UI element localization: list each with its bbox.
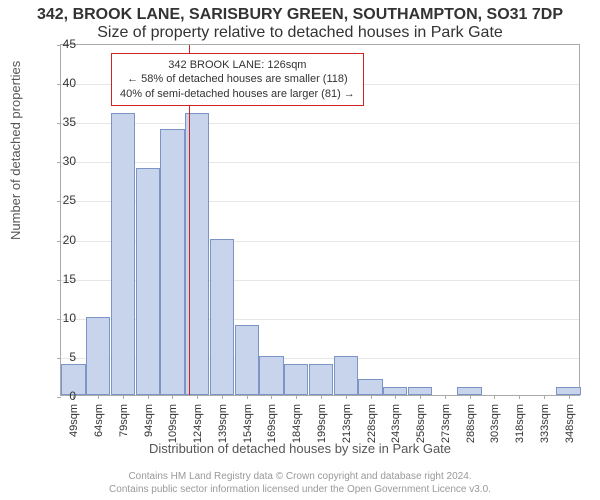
y-tick-label: 0 bbox=[46, 389, 76, 403]
x-tick-label: 79sqm bbox=[118, 404, 130, 437]
histogram-bar bbox=[210, 239, 234, 395]
x-tick-mark bbox=[172, 395, 173, 399]
x-tick-mark bbox=[98, 395, 99, 399]
x-tick-mark bbox=[197, 395, 198, 399]
gridline bbox=[61, 162, 579, 163]
y-tick-label: 35 bbox=[46, 115, 76, 129]
x-tick-mark bbox=[271, 395, 272, 399]
histogram-bar bbox=[457, 387, 481, 395]
footer-line-2: Contains public sector information licen… bbox=[0, 483, 600, 496]
histogram-bar bbox=[284, 364, 308, 395]
x-tick-label: 139sqm bbox=[217, 404, 229, 443]
chart-title: 342, BROOK LANE, SARISBURY GREEN, SOUTHA… bbox=[0, 6, 600, 24]
x-tick-mark bbox=[371, 395, 372, 399]
x-tick-label: 109sqm bbox=[167, 404, 179, 443]
histogram-bar bbox=[259, 356, 283, 395]
x-tick-label: 154sqm bbox=[242, 404, 254, 443]
x-axis-label: Distribution of detached houses by size … bbox=[0, 441, 600, 456]
x-tick-mark bbox=[222, 395, 223, 399]
x-tick-label: 64sqm bbox=[93, 404, 105, 437]
x-tick-mark bbox=[247, 395, 248, 399]
x-tick-label: 243sqm bbox=[390, 404, 402, 443]
x-tick-mark bbox=[569, 395, 570, 399]
x-tick-mark bbox=[494, 395, 495, 399]
x-tick-mark bbox=[519, 395, 520, 399]
x-tick-label: 184sqm bbox=[291, 404, 303, 443]
x-tick-label: 348sqm bbox=[564, 404, 576, 443]
gridline bbox=[61, 123, 579, 124]
x-tick-label: 303sqm bbox=[489, 404, 501, 443]
x-tick-label: 124sqm bbox=[192, 404, 204, 443]
chart-subtitle: Size of property relative to detached ho… bbox=[0, 24, 600, 42]
histogram-bar bbox=[160, 129, 184, 395]
histogram-bar bbox=[111, 113, 135, 395]
histogram-bar bbox=[86, 317, 110, 395]
histogram-bar bbox=[556, 387, 580, 395]
x-tick-label: 213sqm bbox=[341, 404, 353, 443]
x-tick-label: 199sqm bbox=[316, 404, 328, 443]
histogram-bar bbox=[309, 364, 333, 395]
annotation-line: ← 58% of detached houses are smaller (11… bbox=[120, 72, 355, 86]
x-tick-mark bbox=[445, 395, 446, 399]
annotation-line: 40% of semi-detached houses are larger (… bbox=[120, 87, 355, 101]
x-tick-mark bbox=[470, 395, 471, 399]
x-tick-label: 333sqm bbox=[539, 404, 551, 443]
x-tick-mark bbox=[321, 395, 322, 399]
chart-footer: Contains HM Land Registry data © Crown c… bbox=[0, 470, 600, 496]
y-tick-label: 10 bbox=[46, 311, 76, 325]
y-tick-label: 5 bbox=[46, 350, 76, 364]
x-tick-label: 273sqm bbox=[440, 404, 452, 443]
y-axis-label: Number of detached properties bbox=[8, 61, 23, 240]
plot-area: 342 BROOK LANE: 126sqm← 58% of detached … bbox=[60, 44, 580, 396]
x-tick-label: 318sqm bbox=[514, 404, 526, 443]
x-tick-label: 228sqm bbox=[366, 404, 378, 443]
x-tick-label: 49sqm bbox=[68, 404, 80, 437]
y-tick-label: 15 bbox=[46, 272, 76, 286]
histogram-bar bbox=[383, 387, 407, 395]
x-tick-label: 169sqm bbox=[266, 404, 278, 443]
histogram-bar bbox=[235, 325, 259, 395]
x-tick-mark bbox=[296, 395, 297, 399]
x-tick-mark bbox=[395, 395, 396, 399]
x-tick-mark bbox=[544, 395, 545, 399]
footer-line-1: Contains HM Land Registry data © Crown c… bbox=[0, 470, 600, 483]
histogram-bar bbox=[358, 379, 382, 395]
x-tick-mark bbox=[420, 395, 421, 399]
histogram-bar bbox=[136, 168, 160, 395]
y-tick-label: 25 bbox=[46, 193, 76, 207]
y-tick-label: 45 bbox=[46, 37, 76, 51]
x-tick-mark bbox=[346, 395, 347, 399]
x-tick-label: 288sqm bbox=[465, 404, 477, 443]
y-tick-label: 30 bbox=[46, 154, 76, 168]
annotation-line: 342 BROOK LANE: 126sqm bbox=[120, 58, 355, 72]
y-tick-label: 40 bbox=[46, 76, 76, 90]
y-tick-label: 20 bbox=[46, 233, 76, 247]
x-tick-mark bbox=[148, 395, 149, 399]
x-tick-label: 258sqm bbox=[415, 404, 427, 443]
x-tick-mark bbox=[123, 395, 124, 399]
chart-container: 342, BROOK LANE, SARISBURY GREEN, SOUTHA… bbox=[0, 0, 600, 500]
annotation-box: 342 BROOK LANE: 126sqm← 58% of detached … bbox=[111, 53, 364, 106]
histogram-bar bbox=[408, 387, 432, 395]
histogram-bar bbox=[334, 356, 358, 395]
x-tick-label: 94sqm bbox=[143, 404, 155, 437]
